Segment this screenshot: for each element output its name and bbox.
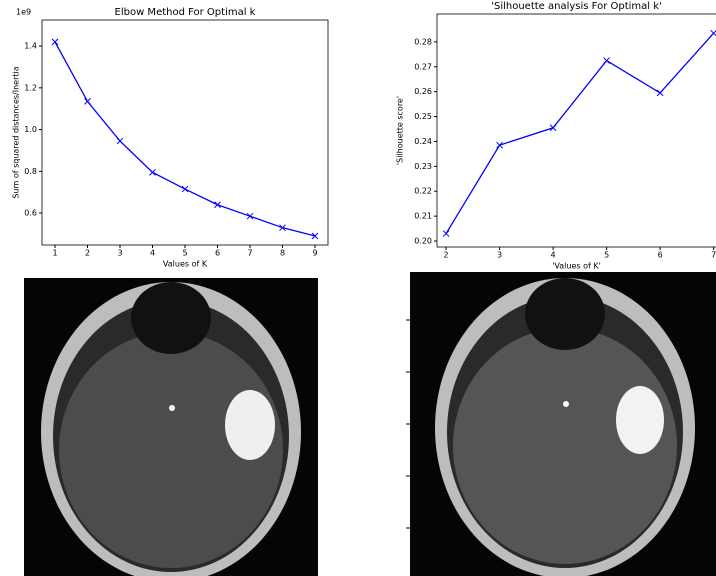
chart-title: Elbow Method For Optimal k [115,7,256,18]
x-tick-label: 4 [551,251,556,260]
x-tick-label: 7 [711,251,716,260]
y-tick-label: 0.23 [414,162,432,171]
y-offset-label: 1e9 [16,8,31,17]
x-tick-label: 1 [52,249,57,258]
x-tick-label: 6 [658,251,663,260]
y-axis-label: 'Silhouette score' [396,96,405,165]
y-tick-label: 1.4 [24,42,37,51]
data-line [446,33,714,233]
x-axis-label: 'Values of K' [552,262,601,271]
chart-title: 'Silhouette analysis For Optimal k' [491,1,662,12]
data-marker [497,142,503,148]
data-marker [604,58,610,64]
data-marker [443,231,449,237]
y-tick-label: 0.21 [414,212,432,221]
mri-segmented [406,272,716,576]
plot-frame [437,14,716,247]
y-tick-label: 0.22 [414,187,432,196]
y-axis-label: Sum of squared distances/Inertia [12,66,21,198]
data-marker [150,169,156,175]
plot-frame [42,20,328,245]
x-tick-label: 2 [444,251,449,260]
y-tick-label: 0.6 [24,209,37,218]
y-tick-label: 1.2 [24,83,37,92]
data-marker [85,98,91,104]
x-tick-label: 4 [150,249,155,258]
x-axis-label: Values of K [163,260,208,269]
data-marker [550,125,556,131]
x-tick-label: 7 [247,249,252,258]
x-tick-label: 2 [85,249,90,258]
data-marker [182,186,188,192]
x-tick-label: 6 [215,249,220,258]
y-tick-label: 0.20 [414,237,432,246]
x-tick-label: 3 [497,251,502,260]
y-tick-label: 0.25 [414,112,432,121]
x-tick-label: 5 [604,251,609,260]
y-tick-label: 0.28 [414,37,432,46]
y-tick-label: 0.27 [414,62,432,71]
data-marker [657,90,663,96]
mri-original [24,278,318,576]
data-marker [215,202,221,208]
x-tick-label: 3 [117,249,122,258]
x-tick-label: 5 [182,249,187,258]
x-tick-label: 9 [312,249,317,258]
data-marker [711,30,716,36]
y-tick-label: 0.8 [24,167,37,176]
y-tick-label: 1.0 [24,125,37,134]
y-tick-label: 0.24 [414,137,432,146]
data-marker [52,39,58,45]
data-marker [247,213,253,219]
data-line [55,42,315,236]
data-marker [117,138,123,144]
x-tick-label: 8 [280,249,285,258]
page: Elbow Method For Optimal k Values of K Sum… [0,0,716,576]
y-tick-label: 0.26 [414,87,432,96]
